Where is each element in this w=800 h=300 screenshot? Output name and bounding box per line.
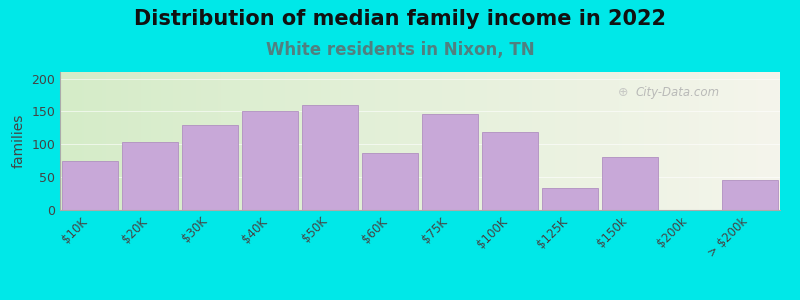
Bar (62, 161, 118, 210)
Bar (362, 153, 418, 210)
Bar (482, 133, 538, 210)
Bar (722, 180, 778, 210)
Bar (602, 157, 658, 210)
Bar (122, 142, 178, 210)
Bar (302, 105, 358, 210)
Y-axis label: families: families (12, 114, 26, 168)
Bar (542, 188, 598, 210)
Bar (422, 114, 478, 210)
Bar (242, 111, 298, 210)
Bar (182, 124, 238, 210)
Text: ⊕: ⊕ (618, 86, 629, 99)
Text: Distribution of median family income in 2022: Distribution of median family income in … (134, 9, 666, 29)
Text: City-Data.com: City-Data.com (636, 86, 720, 99)
Text: White residents in Nixon, TN: White residents in Nixon, TN (266, 40, 534, 58)
